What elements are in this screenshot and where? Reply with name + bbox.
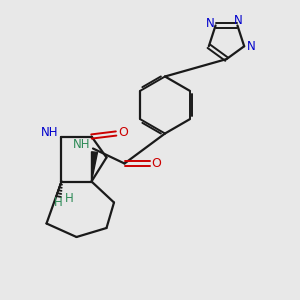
Text: N: N: [206, 16, 214, 30]
Text: N: N: [234, 14, 242, 27]
Text: H: H: [64, 191, 74, 205]
Text: O: O: [152, 157, 161, 170]
Text: O: O: [118, 125, 128, 139]
Text: N: N: [246, 40, 255, 53]
Polygon shape: [92, 152, 98, 182]
Text: NH: NH: [41, 126, 59, 140]
Text: H: H: [53, 196, 62, 209]
Text: NH: NH: [73, 138, 90, 152]
